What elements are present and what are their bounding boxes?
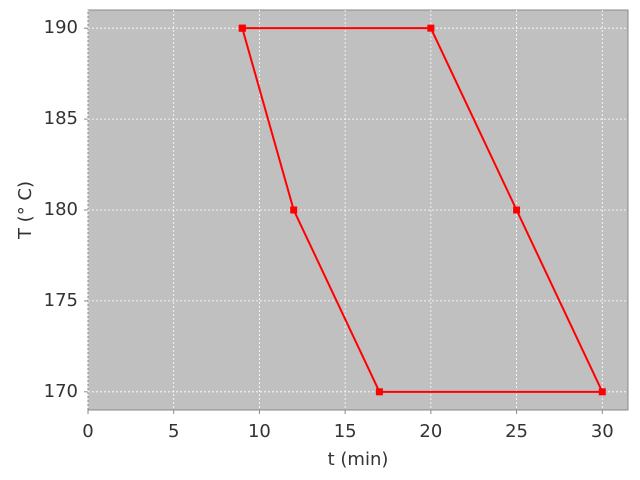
x-tick-label: 5 (168, 421, 179, 442)
y-tick-label: 175 (44, 290, 78, 311)
marker (598, 388, 606, 396)
x-axis-label: t (min) (328, 449, 389, 470)
marker (427, 24, 435, 32)
y-tick-label: 190 (44, 17, 78, 38)
marker (375, 388, 383, 396)
marker (513, 206, 521, 214)
x-tick-label: 0 (82, 421, 93, 442)
x-tick-label: 15 (334, 421, 357, 442)
y-tick-label: 185 (44, 108, 78, 129)
y-axis-label: T (° C) (15, 181, 36, 240)
x-tick-label: 20 (419, 421, 442, 442)
marker (290, 206, 298, 214)
marker (238, 24, 246, 32)
x-tick-label: 25 (505, 421, 528, 442)
x-tick-label: 30 (591, 421, 614, 442)
x-tick-label: 10 (248, 421, 271, 442)
y-tick-label: 170 (44, 381, 78, 402)
y-tick-label: 180 (44, 199, 78, 220)
